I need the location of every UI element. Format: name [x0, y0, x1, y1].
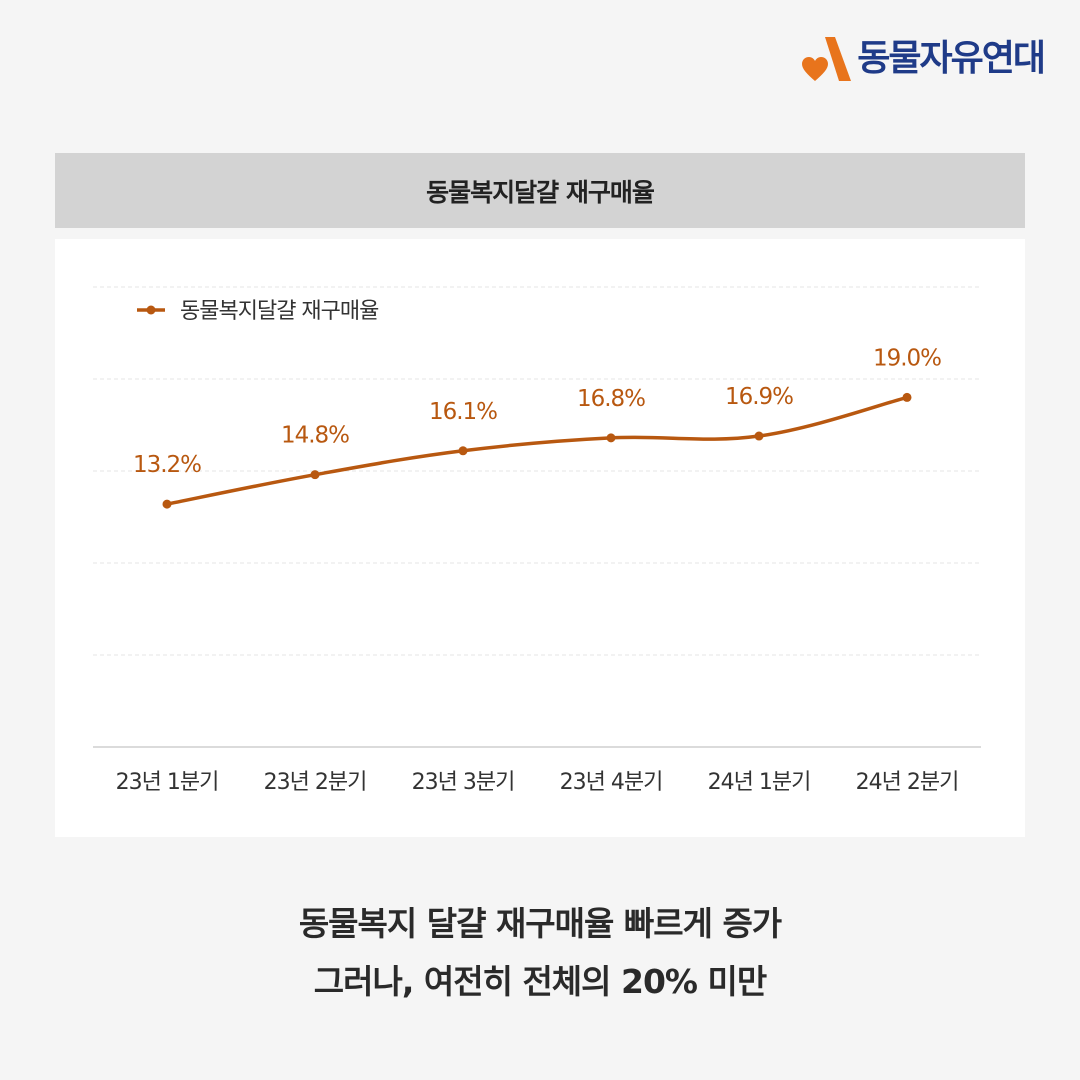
data-point	[754, 431, 764, 441]
chart-card: 23년 1분기 23년 2분기 23년 3분기 23년 4분기 24년 1분기 24년 2…	[55, 239, 1025, 837]
data-label: 19.0%	[873, 345, 941, 371]
legend-label: 동물복지달걀 재구매율	[180, 299, 379, 324]
caption-line-1: 동물복지 달걀 재구매율 빠르게 증가	[298, 904, 782, 943]
data-point	[902, 392, 912, 402]
caption-line-2: 그러나, 여전히 전체의 20% 미만	[313, 962, 767, 1001]
data-point	[162, 499, 172, 509]
data-label: 16.1%	[429, 399, 497, 425]
chart-title-bar: 동물복지달걀 재구매율	[55, 153, 1025, 228]
x-tick-label: 23년 2분기	[264, 770, 367, 795]
x-tick-label: 23년 1분기	[116, 770, 219, 795]
data-label: 13.2%	[133, 452, 201, 478]
heart-a-logo-icon	[802, 37, 852, 81]
data-point	[458, 446, 468, 456]
x-tick-label: 24년 1분기	[708, 770, 811, 795]
brand-logo: 동물자유연대	[801, 34, 1046, 84]
x-tick-label: 24년 2분기	[856, 770, 959, 795]
data-label: 16.8%	[577, 386, 645, 412]
x-tick-label: 23년 3분기	[412, 770, 515, 795]
line-chart: 23년 1분기 23년 2분기 23년 3분기 23년 4분기 24년 1분기 24년 2…	[93, 286, 981, 795]
legend-swatch-point	[146, 305, 156, 315]
x-tick-label: 23년 4분기	[560, 770, 663, 795]
series-line	[165, 395, 909, 506]
data-point	[606, 433, 616, 443]
data-label: 16.9%	[725, 384, 793, 410]
data-label: 14.8%	[281, 423, 349, 449]
caption: 동물복지 달걀 재구매율 빠르게 증가 그러나, 여전히 전체의 20% 미만	[0, 895, 1080, 1011]
data-point	[310, 470, 320, 480]
chart-title: 동물복지달걀 재구매율	[426, 177, 655, 207]
brand-name: 동물자유연대	[857, 38, 1046, 79]
